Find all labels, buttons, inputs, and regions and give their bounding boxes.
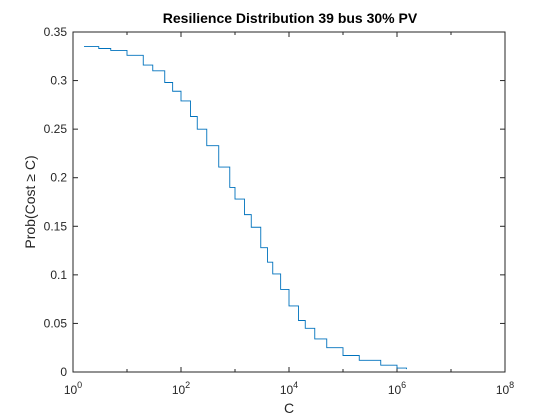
plot-area [72,31,506,373]
series-layer [84,46,407,370]
y-tick-label: 0.35 [44,25,68,39]
chart-title: Resilience Distribution 39 bus 30% PV [163,10,418,26]
y-tick-label: 0.1 [50,268,67,282]
series-line [84,46,407,370]
y-tick-label: 0.25 [44,122,68,136]
y-tick-label: 0.15 [44,219,68,233]
y-tick-label: 0 [60,365,67,379]
y-tick-label: 0.3 [50,74,67,88]
y-axis-ticks: 0 0.05 0.1 0.15 0.2 0.25 0.3 0.35 [44,25,505,379]
x-axis-label: C [284,400,294,416]
x-tick-label: 104 [280,380,298,397]
x-tick-label: 108 [496,380,514,397]
x-axis-ticks: 100 102 104 106 108 [64,32,514,397]
y-tick-label: 0.2 [50,171,67,185]
y-tick-label: 0.05 [44,316,68,330]
y-axis-label: Prob(Cost ≥ C) [22,155,38,248]
x-tick-label: 102 [172,380,190,397]
x-tick-label: 106 [388,380,406,397]
x-tick-label: 100 [64,380,82,397]
